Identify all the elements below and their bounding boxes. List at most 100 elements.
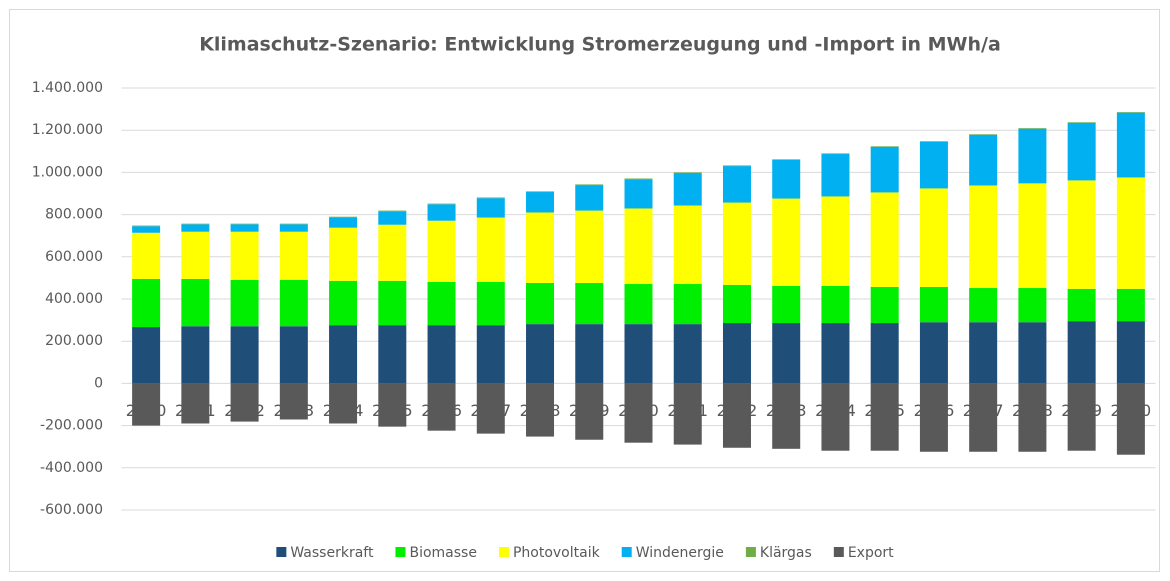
bar-segment [772,285,801,324]
y-tick-label: 600.000 [45,249,103,265]
y-tick-label: 0 [94,375,103,391]
bar-segment [279,280,308,327]
bar-segment [181,231,210,279]
bar-segment [575,324,604,384]
bar-segment [1067,122,1096,181]
bar-segment [1116,177,1145,289]
bar-segment [526,212,555,283]
bar-segment [624,208,653,285]
y-tick-label: -600.000 [40,502,103,518]
bar-segment [772,198,801,286]
bar-segment [427,220,456,282]
bar-segment [427,325,456,384]
bar-segment [1067,180,1096,289]
bar-segment [821,153,850,155]
bar-segment [919,286,948,323]
bar-segment [230,223,259,225]
bar-segment [969,322,998,384]
bar-segment [624,324,653,384]
bar-segment [526,191,555,193]
bar-segment [673,205,702,285]
bar-segment [476,197,505,199]
bar-segment [1067,288,1096,322]
legend-label: Photovoltaik [513,545,601,561]
bar-segment [378,211,407,225]
bar-segment [476,217,505,282]
bar-segment [870,383,899,451]
bar-segment [1067,383,1096,451]
bar-segment [969,134,998,186]
legend-swatch [745,547,756,557]
bar-segment [772,159,801,160]
bar-segment [230,224,259,232]
bar-segment [624,284,653,325]
legend-label: Wasserkraft [290,545,374,561]
bar-segment [132,232,161,279]
bar-segment [821,154,850,197]
bar-segment [969,383,998,452]
bar-segment [772,323,801,384]
bar-segment [575,210,604,283]
bar-segment [181,326,210,384]
bar-segment [673,284,702,325]
bar-segment [427,204,456,221]
bar-segment [181,223,210,225]
bar-segment [230,383,259,422]
chart-title: Klimaschutz-Szenario: Entwicklung Strome… [199,34,1001,56]
bar-segment [526,282,555,325]
bar-segment [476,325,505,384]
bar-segment [329,227,358,281]
bar-segment [1018,288,1047,323]
bar-segment [1067,321,1096,384]
bar-segment [969,185,998,289]
bar-segment [378,280,407,326]
legend-swatch [395,547,406,557]
bar-segment [821,196,850,286]
bar-segment [132,225,161,227]
bar-segment [722,323,751,384]
bar-segment [132,226,161,233]
bar-segment [1018,128,1047,129]
bar-segment [870,323,899,384]
bar-segment [279,231,308,281]
bar-segment [870,146,899,193]
bar-segment [476,383,505,434]
bar-segment [378,224,407,281]
bar-segment [1116,288,1145,322]
bar-segment [181,383,210,424]
bar-segment [722,166,751,203]
bar-segment [575,184,604,186]
bar-segment [624,179,653,209]
bar-segment [673,324,702,384]
bar-segment [181,278,210,327]
bar-segment [378,383,407,427]
bar-segment [378,325,407,384]
bar-segment [1018,128,1047,184]
bar-segment [673,173,702,206]
bar-segment [969,134,998,135]
legend-label: Export [848,545,894,561]
bar-segment [821,285,850,324]
bar-segment [1067,122,1096,123]
bar-segment [821,323,850,384]
bar-segment [919,141,948,189]
bar-segment [329,217,358,228]
y-tick-label: 800.000 [45,207,103,223]
y-tick-label: 1.200.000 [32,122,103,138]
bar-segment [772,383,801,449]
bar-segment [427,203,456,205]
legend-swatch [621,547,632,557]
bar-segment [1116,112,1145,178]
bar-segment [1018,383,1047,452]
bar-segment [329,280,358,326]
legend-swatch [276,547,287,557]
bar-segment [1018,183,1047,289]
y-tick-label: 200.000 [45,333,103,349]
legend-label: Windenergie [636,545,724,561]
bar-segment [969,288,998,323]
y-tick-label: -400.000 [40,460,103,476]
bar-segment [919,383,948,452]
bar-segment [575,185,604,211]
bar-segment [427,383,456,431]
